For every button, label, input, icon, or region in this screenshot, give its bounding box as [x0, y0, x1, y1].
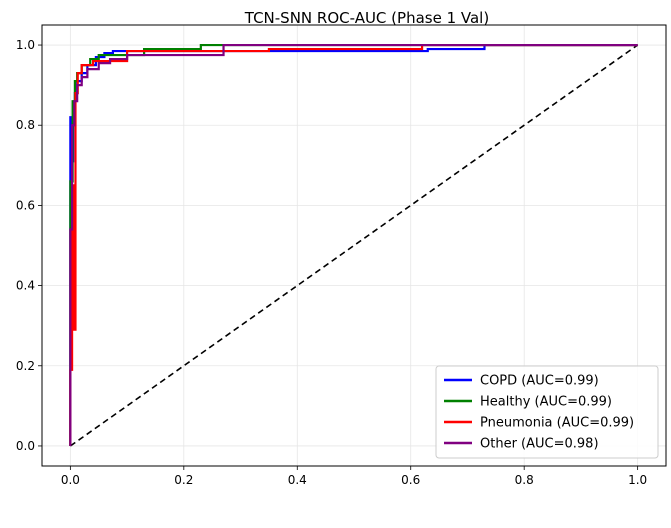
- chart-title: TCN-SNN ROC-AUC (Phase 1 Val): [244, 9, 489, 27]
- x-tick-label-4: 0.8: [515, 473, 534, 487]
- x-tick-label-2: 0.4: [288, 473, 307, 487]
- legend-label-copd: COPD (AUC=0.99): [480, 374, 599, 389]
- y-tick-label-3: 0.6: [16, 198, 35, 212]
- y-tick-label-1: 0.2: [16, 359, 35, 373]
- grid: [42, 25, 666, 466]
- legend: COPD (AUC=0.99) Healthy (AUC=0.99) Pneumon…: [435, 365, 659, 459]
- chance-diagonal-line: [69, 44, 639, 447]
- x-tick-label-1: 0.2: [174, 473, 193, 487]
- axis-ticks: 0.0 0.2 0.4 0.6 0.8 1.0 0.0 0.2 0.4 0.6 0.8 1.0: [16, 38, 647, 487]
- x-tick-label-0: 0.0: [61, 473, 80, 487]
- y-tick-label-5: 1.0: [16, 38, 35, 52]
- series-line-other: [69, 43, 638, 446]
- x-tick-label-3: 0.6: [401, 473, 420, 487]
- legend-box: [435, 365, 659, 459]
- y-tick-label-2: 0.4: [16, 279, 35, 293]
- y-tick-label-0: 0.0: [16, 439, 35, 453]
- plot-area: [69, 43, 639, 447]
- legend-label-other: Other (AUC=0.98): [480, 437, 599, 452]
- legend-label-healthy: Healthy (AUC=0.99): [480, 395, 612, 410]
- axes-frame: [41, 24, 667, 467]
- legend-label-pneumonia: Pneumonia (AUC=0.99): [480, 416, 634, 431]
- y-tick-label-4: 0.8: [16, 118, 35, 132]
- x-tick-label-5: 1.0: [628, 473, 647, 487]
